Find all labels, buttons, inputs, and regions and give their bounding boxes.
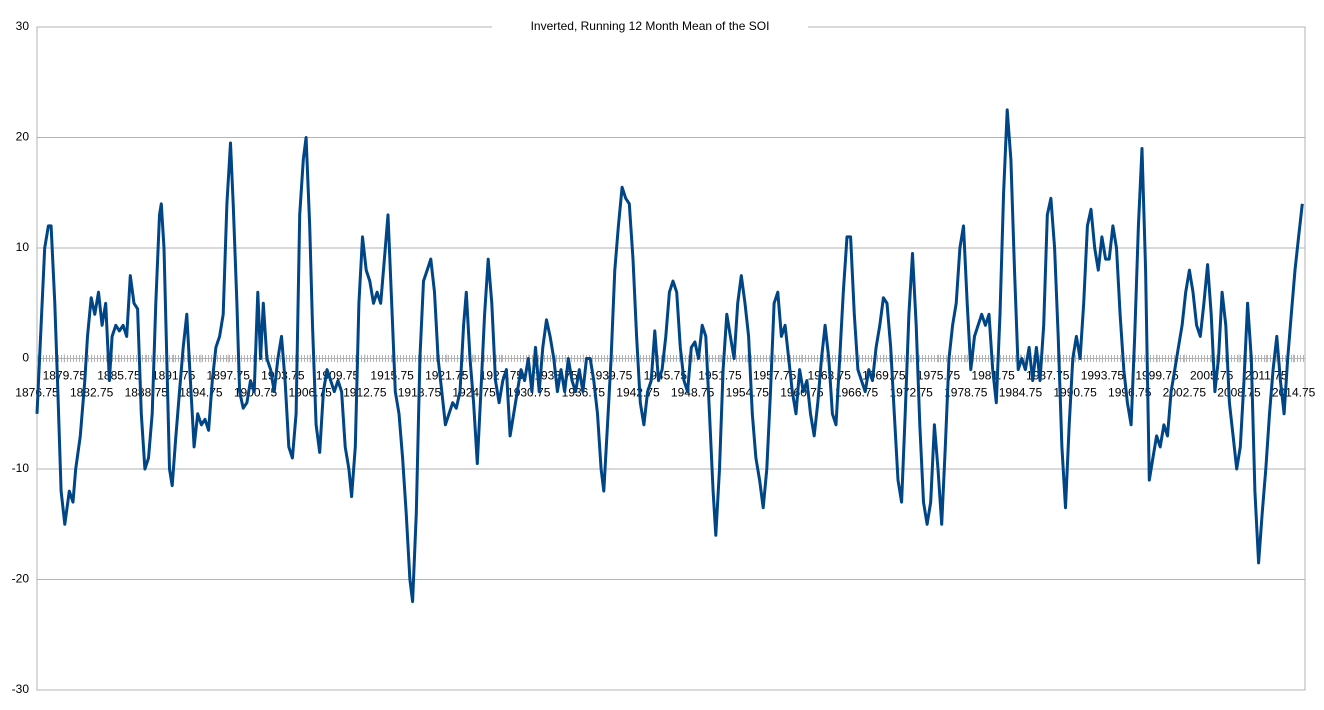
y-tick-label: -10 — [12, 461, 30, 475]
x-tick-label: 1966.75 — [835, 386, 879, 400]
x-tick-label: 1915.75 — [370, 369, 414, 383]
x-tick-label: 1927.75 — [480, 369, 524, 383]
y-tick-label: -20 — [12, 572, 30, 586]
y-tick-label: 30 — [16, 19, 30, 33]
x-tick-label: 1894.75 — [179, 386, 223, 400]
x-tick-label: 1990.75 — [1053, 386, 1097, 400]
x-tick-label: 1993.75 — [1081, 369, 1125, 383]
x-tick-label: 1879.75 — [43, 369, 87, 383]
x-tick-label: 1978.75 — [944, 386, 988, 400]
x-tick-label: 1948.75 — [671, 386, 715, 400]
x-tick-label: 1975.75 — [917, 369, 961, 383]
x-tick-label: 1996.75 — [1108, 386, 1152, 400]
x-tick-label: 1900.75 — [234, 386, 278, 400]
x-tick-label: 1906.75 — [288, 386, 332, 400]
x-tick-label: 1954.75 — [726, 386, 770, 400]
x-tick-label: 1891.75 — [152, 369, 196, 383]
y-tick-label: -30 — [12, 682, 30, 696]
x-tick-label: 2014.75 — [1272, 386, 1316, 400]
y-tick-label: 10 — [16, 240, 30, 254]
x-tick-label: 1957.75 — [753, 369, 797, 383]
x-tick-label: 1984.75 — [999, 386, 1043, 400]
y-tick-label: 0 — [22, 351, 29, 365]
x-tick-label: 2011.75 — [1245, 369, 1288, 383]
title-background — [492, 17, 808, 37]
x-tick-label: 1930.75 — [507, 386, 551, 400]
x-tick-label: 2008.75 — [1217, 386, 1261, 400]
plot-layer: -30-20-1001020301876.751879.751882.75188… — [12, 19, 1316, 696]
x-tick-label: 1885.75 — [97, 369, 141, 383]
x-tick-label: 1882.75 — [70, 386, 114, 400]
x-tick-label: 1888.75 — [125, 386, 169, 400]
data-line — [35, 108, 1304, 604]
x-tick-label: 2005.75 — [1190, 369, 1234, 383]
x-tick-label: 1912.75 — [343, 386, 387, 400]
chart-title: Inverted, Running 12 Month Mean of the S… — [531, 19, 770, 33]
x-tick-label: 2002.75 — [1163, 386, 1207, 400]
x-tick-label: 1921.75 — [425, 369, 469, 383]
x-tick-label: 1951.75 — [698, 369, 742, 383]
y-tick-label: 20 — [16, 130, 30, 144]
x-tick-label: 1945.75 — [644, 369, 688, 383]
x-tick-label: 1972.75 — [889, 386, 933, 400]
